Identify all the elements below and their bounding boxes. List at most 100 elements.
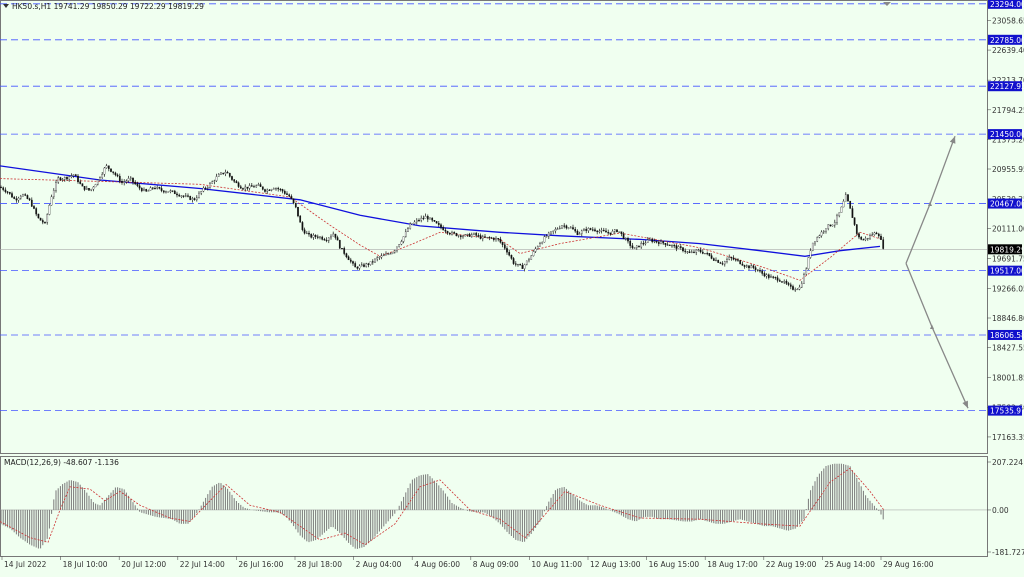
candle-body bbox=[715, 259, 717, 262]
candle-body bbox=[719, 262, 722, 264]
candle-body bbox=[853, 217, 856, 225]
candle-body bbox=[836, 215, 838, 223]
candle-body bbox=[314, 235, 317, 237]
candle-body bbox=[545, 236, 548, 238]
level-price-tag bbox=[988, 198, 1022, 209]
candle-body bbox=[684, 250, 687, 252]
price-tick-label: 19691.75 bbox=[992, 254, 1024, 263]
candle-body bbox=[354, 263, 357, 268]
candle-body bbox=[77, 175, 79, 183]
candle-body bbox=[490, 237, 493, 239]
candle-body bbox=[693, 251, 695, 253]
candle-body bbox=[281, 189, 284, 192]
candle-body bbox=[292, 198, 295, 204]
candle-body bbox=[151, 187, 154, 189]
macd-axis[interactable]: 207.224 0.00 -181.727 bbox=[987, 458, 1024, 557]
candle-body bbox=[125, 180, 128, 182]
candle-body bbox=[521, 265, 524, 269]
level-price-label: 23294.00 bbox=[990, 0, 1024, 9]
candle-body bbox=[591, 229, 594, 231]
price-pane[interactable]: HK50.s,H1 19741.29 19850.29 19722.29 198… bbox=[0, 0, 988, 454]
scroll-marker-icon[interactable] bbox=[883, 2, 891, 6]
candle-body bbox=[237, 182, 240, 187]
current-price-tag bbox=[988, 244, 1022, 255]
candle-body bbox=[858, 233, 860, 238]
candles[interactable] bbox=[0, 163, 885, 292]
candle-body bbox=[842, 201, 845, 208]
candle-body bbox=[880, 235, 882, 240]
candle-body bbox=[765, 274, 768, 277]
candle-body bbox=[305, 232, 308, 235]
candle-body bbox=[206, 187, 209, 189]
candle-body bbox=[781, 281, 783, 283]
candle-body bbox=[486, 236, 489, 239]
candle-body bbox=[646, 239, 649, 243]
candle-body bbox=[820, 231, 823, 236]
candle-body bbox=[107, 165, 110, 169]
candle-body bbox=[79, 181, 82, 184]
candle-body bbox=[838, 212, 841, 217]
candle-body bbox=[829, 224, 832, 227]
candle-body bbox=[407, 228, 409, 232]
level-price-tag bbox=[988, 265, 1022, 276]
price-tick-label: 22639.40 bbox=[992, 46, 1024, 55]
time-tick-label: 14 Jul 2022 bbox=[4, 560, 47, 569]
candle-body bbox=[202, 187, 205, 192]
price-tick-label: 20955.95 bbox=[992, 165, 1024, 174]
level-price-label: 22127.93 bbox=[990, 82, 1024, 91]
candle-body bbox=[459, 235, 462, 238]
time-tick-label: 2 Aug 04:00 bbox=[356, 560, 402, 569]
candle-body bbox=[882, 239, 885, 249]
macd-pane[interactable]: MACD(12,26,9) -48.607 -1.136 bbox=[0, 456, 988, 557]
candle-body bbox=[860, 236, 863, 240]
candle-body bbox=[697, 249, 700, 251]
candle-body bbox=[310, 234, 313, 238]
candle-body bbox=[717, 259, 720, 263]
candle-body bbox=[220, 172, 222, 175]
candle-body bbox=[686, 251, 689, 253]
macd-pane-frame bbox=[0, 456, 988, 557]
symbol-dropdown-icon[interactable] bbox=[3, 4, 9, 8]
candle-body bbox=[708, 253, 711, 256]
candle-body bbox=[224, 172, 227, 174]
candle-body bbox=[11, 193, 13, 198]
candle-body bbox=[750, 265, 753, 269]
candle-body bbox=[770, 276, 772, 278]
candle-body bbox=[552, 230, 555, 232]
candle-body bbox=[596, 230, 599, 233]
candle-body bbox=[294, 202, 297, 208]
candle-body bbox=[620, 231, 623, 234]
candle-body bbox=[88, 188, 90, 191]
candle-body bbox=[50, 196, 53, 206]
candle-body bbox=[752, 265, 755, 268]
candle-body bbox=[13, 197, 16, 199]
time-tick-label: 16 Aug 15:00 bbox=[649, 560, 700, 569]
time-tick-label: 22 Aug 19:00 bbox=[766, 560, 817, 569]
candle-body bbox=[635, 245, 638, 248]
candle-body bbox=[123, 181, 126, 183]
price-tick-label: 17163.35 bbox=[992, 433, 1024, 442]
candle-body bbox=[800, 283, 803, 288]
time-axis[interactable]: 14 Jul 2022 18 Jul 10:00 20 Jul 12:00 22 Ju… bbox=[1, 556, 934, 569]
candle-body bbox=[228, 173, 231, 177]
candle-body bbox=[360, 264, 363, 267]
candle-body bbox=[90, 188, 93, 191]
candle-body bbox=[567, 227, 570, 229]
candle-body bbox=[250, 185, 253, 187]
candle-body bbox=[668, 244, 671, 246]
candle-body bbox=[266, 189, 269, 192]
candle-body bbox=[358, 265, 361, 269]
price-axis[interactable]: 23058.65 22639.40 22213.70 21794.25 21375.20… bbox=[987, 0, 1024, 442]
price-tick-label: 18427.55 bbox=[992, 344, 1024, 353]
candle-body bbox=[367, 263, 370, 265]
candle-body bbox=[534, 248, 537, 252]
candle-body bbox=[792, 286, 794, 290]
candle-body bbox=[257, 184, 260, 186]
candle-body bbox=[393, 250, 396, 253]
candle-body bbox=[290, 196, 293, 199]
level-price-tag bbox=[988, 405, 1022, 416]
projection-arrows[interactable] bbox=[905, 135, 969, 409]
candle-body bbox=[433, 220, 436, 222]
